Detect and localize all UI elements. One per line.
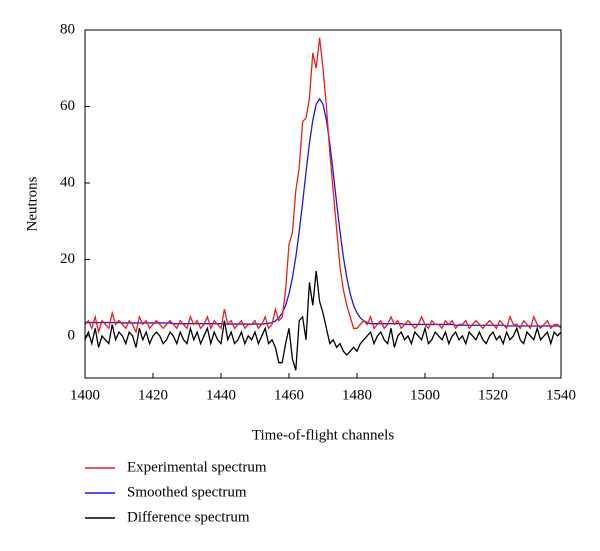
legend-label: Smoothed spectrum <box>127 484 247 500</box>
y-tick-label: 20 <box>60 251 75 267</box>
legend-label: Experimental spectrum <box>127 459 267 475</box>
x-axis-label: Time-of-flight channels <box>252 427 395 443</box>
x-tick-label: 1400 <box>70 387 100 403</box>
series-line <box>84 270 562 371</box>
y-tick-label: 80 <box>60 21 75 37</box>
x-tick-label: 1540 <box>546 387 576 403</box>
legend-label: Difference spectrum <box>127 509 250 525</box>
y-axis-label: Neutrons <box>24 176 40 231</box>
plot-frame <box>84 29 562 379</box>
y-tick-label: 40 <box>60 174 75 190</box>
x-tick-label: 1520 <box>478 387 508 403</box>
series-line <box>85 97 561 327</box>
y-tick-label: 0 <box>68 327 76 343</box>
series-line <box>84 37 562 335</box>
x-tick-label: 1440 <box>206 387 236 403</box>
x-tick-label: 1460 <box>274 387 304 403</box>
x-tick-label: 1480 <box>342 387 372 403</box>
x-tick-label: 1500 <box>410 387 440 403</box>
x-tick-label: 1420 <box>138 387 168 403</box>
y-tick-label: 60 <box>60 98 75 114</box>
